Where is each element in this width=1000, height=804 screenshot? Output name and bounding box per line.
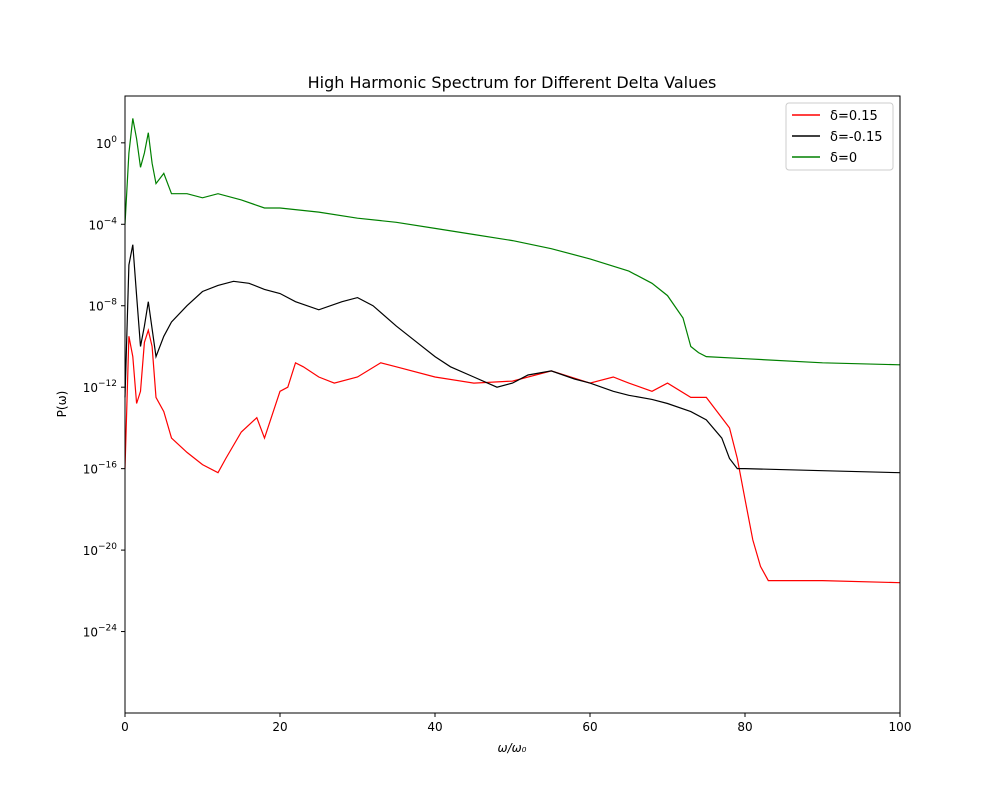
y-axis-label: P(ω) bbox=[55, 391, 69, 418]
y-tick-label: 100 bbox=[96, 135, 117, 151]
chart-title: High Harmonic Spectrum for Different Del… bbox=[308, 73, 717, 92]
y-tick-label: 10−16 bbox=[83, 461, 118, 477]
x-tick-label: 60 bbox=[582, 720, 597, 734]
x-tick-label: 100 bbox=[889, 720, 912, 734]
x-tick-label: 80 bbox=[737, 720, 752, 734]
y-axis-ticks: 100 10−4 10−8 10−12 10−16 10−20 10−24 bbox=[83, 135, 125, 640]
y-tick-label: 10−24 bbox=[83, 624, 118, 640]
x-tick-label: 40 bbox=[427, 720, 442, 734]
series-layer bbox=[124, 118, 901, 584]
plot-frame bbox=[124, 95, 901, 714]
series-line-2 bbox=[124, 244, 901, 474]
y-tick-label: 10−4 bbox=[88, 216, 117, 232]
x-tick-label: 0 bbox=[121, 720, 129, 734]
legend-label-2: δ=-0.15 bbox=[830, 130, 882, 145]
series-line-1 bbox=[124, 327, 901, 584]
legend-label-1: δ=0.15 bbox=[830, 109, 878, 124]
x-axis-ticks: 0 20 40 60 80 100 bbox=[121, 713, 911, 734]
legend-label-3: δ=0 bbox=[830, 151, 857, 166]
x-axis-label: ω/ω₀ bbox=[498, 741, 527, 755]
y-tick-label: 10−8 bbox=[88, 298, 117, 314]
y-tick-label: 10−12 bbox=[83, 379, 117, 395]
legend-box bbox=[785, 102, 894, 171]
x-tick-label: 20 bbox=[272, 720, 287, 734]
series-line-3 bbox=[124, 118, 901, 366]
legend: δ=0.15 δ=-0.15 δ=0 bbox=[785, 102, 894, 171]
y-tick-label: 10−20 bbox=[83, 542, 118, 558]
